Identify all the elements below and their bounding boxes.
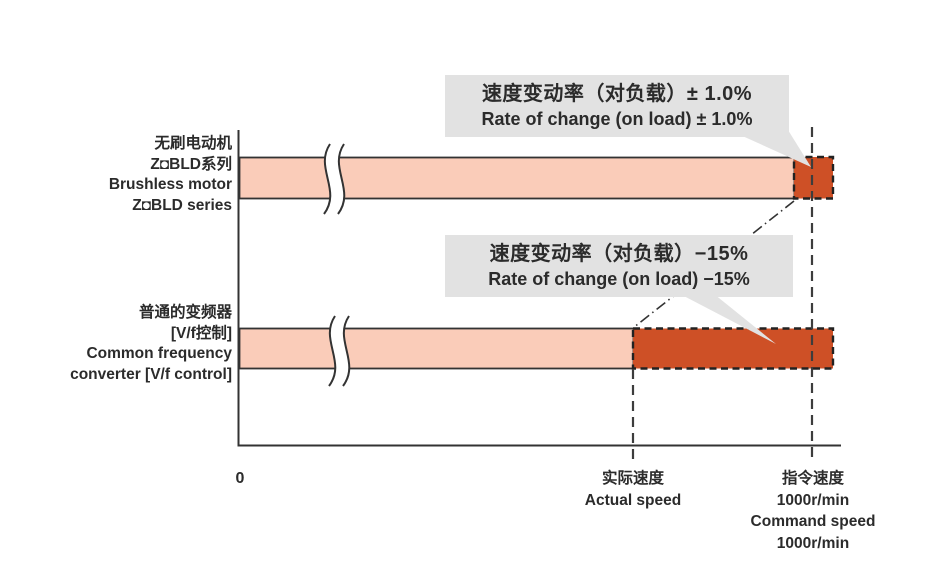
row-label-brushless: 无刷电动机 Z◘BLD系列 Brushless motor Z◘BLD seri…: [2, 134, 232, 216]
variation-segment-inverter: [631, 327, 835, 370]
callout-inverter-rate-zh: 速度变动率（对负载）−15%: [489, 243, 749, 265]
callout-inverter-rate: 速度变动率（对负载）−15% Rate of change (on load) …: [445, 235, 793, 297]
row-label-inverter-line4: converter [V/f control]: [70, 365, 232, 383]
row-label-brushless-line1: 无刷电动机: [154, 135, 232, 152]
row-label-inverter-line3: Common frequency: [86, 345, 232, 362]
row-label-brushless-line3: Brushless motor: [108, 176, 232, 193]
callout-pointer-inverter: [680, 294, 776, 344]
axis-command-speed-value-en: 1000r/min: [776, 534, 850, 552]
axis-break-right-curve: [337, 143, 346, 215]
row-label-inverter-line1: 普通的变频器: [138, 304, 232, 321]
row-label-brushless-line4: Z◘BLD series: [132, 196, 232, 214]
axis-break-right-curve: [342, 315, 351, 387]
variation-segment-brushless: [792, 155, 835, 200]
axis-actual-speed-en: Actual speed: [584, 491, 682, 509]
bar-inverter: [238, 327, 635, 370]
callout-brushless-rate: 速度变动率（对负载）± 1.0% Rate of change (on load…: [445, 75, 789, 137]
axis-break-mask: [329, 309, 350, 393]
axis-break-left-curve: [323, 143, 332, 215]
row-label-brushless-line2: Z◘BLD系列: [150, 155, 232, 173]
bar-brushless: [238, 156, 796, 200]
axis-command-speed-label: 指令速度 1000r/min Command speed 1000r/min: [723, 468, 903, 554]
row-label-inverter-line2: [V/f控制]: [170, 324, 232, 342]
axis-actual-speed-label: 实际速度 Actual speed: [553, 468, 713, 511]
axis-break-icon: [328, 309, 351, 393]
row-label-inverter: 普通的变频器 [V/f控制] Common frequency converte…: [2, 303, 232, 385]
callout-pointer-brushless: [738, 130, 811, 167]
axis-command-speed-zh: 指令速度: [781, 470, 844, 487]
axis-actual-speed-zh: 实际速度: [601, 470, 664, 487]
axis-break-mask: [324, 137, 345, 221]
axis-break-left-curve: [328, 315, 337, 387]
axis-origin-label: 0: [235, 470, 245, 487]
callout-brushless-rate-en: Rate of change (on load) ± 1.0%: [481, 109, 753, 129]
axis-command-speed-en: Command speed: [750, 513, 876, 530]
axis-command-speed-value: 1000r/min: [776, 491, 850, 509]
callout-brushless-rate-zh: 速度变动率（对负载）± 1.0%: [481, 83, 753, 105]
callout-inverter-rate-en: Rate of change (on load) −15%: [488, 269, 750, 289]
axis-break-icon: [323, 137, 346, 221]
